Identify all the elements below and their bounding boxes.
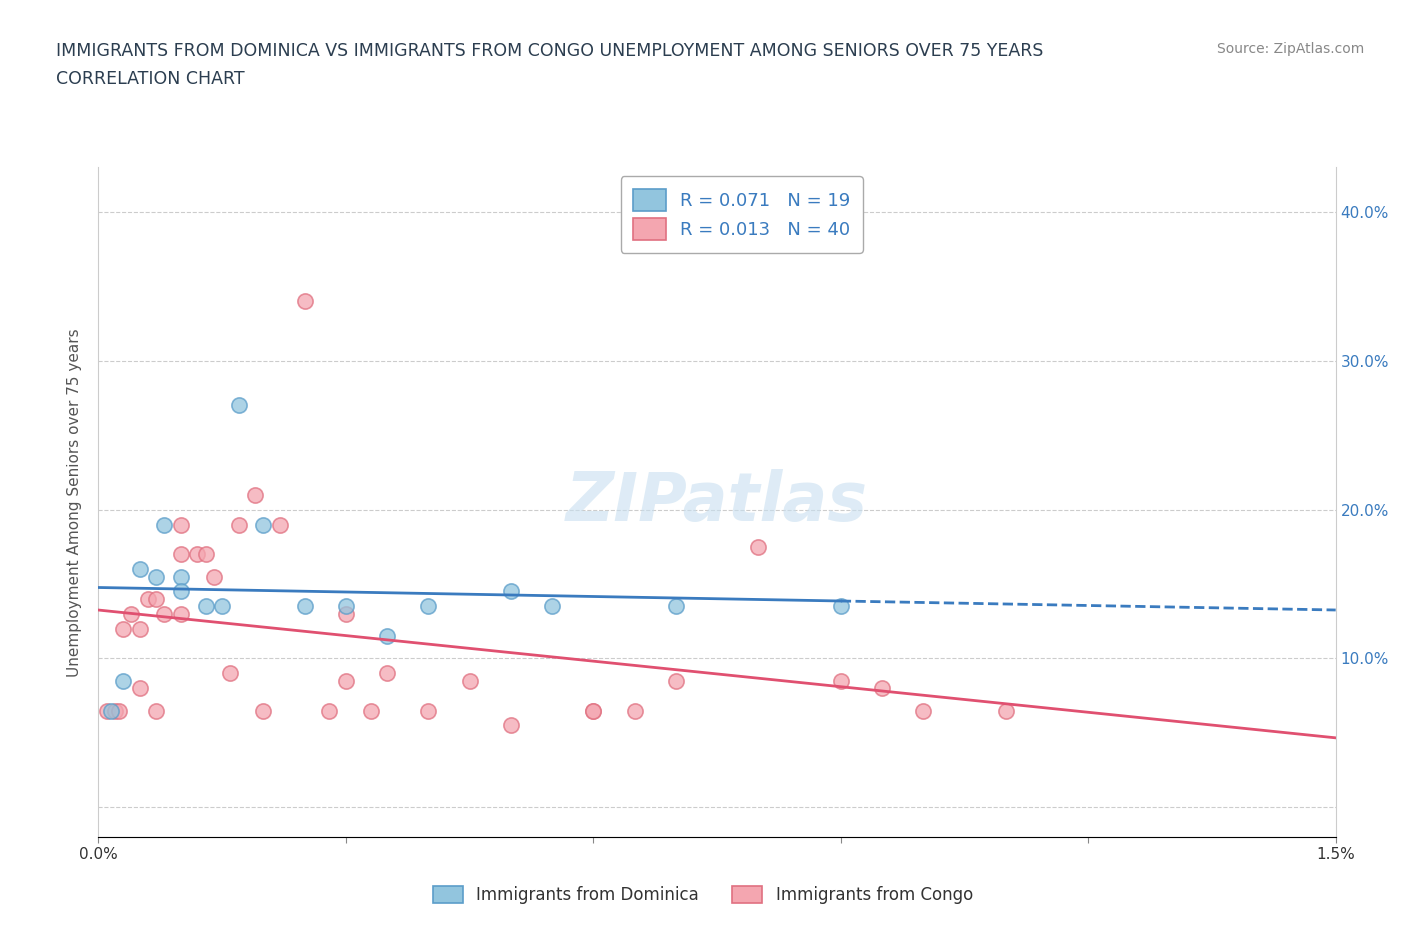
Point <box>211 599 233 614</box>
Text: ZIPatlas: ZIPatlas <box>567 470 868 535</box>
Legend: Immigrants from Dominica, Immigrants from Congo: Immigrants from Dominica, Immigrants fro… <box>425 878 981 912</box>
Point <box>153 517 176 532</box>
Point <box>170 569 193 584</box>
Point <box>335 606 357 621</box>
Point <box>747 539 769 554</box>
Point <box>582 703 605 718</box>
Point <box>170 517 193 532</box>
Point <box>194 599 217 614</box>
Point <box>194 547 217 562</box>
Point <box>294 294 316 309</box>
Point <box>375 629 398 644</box>
Point <box>112 621 135 636</box>
Point <box>145 591 167 606</box>
Point <box>335 599 357 614</box>
Point <box>665 599 688 614</box>
Point <box>170 606 193 621</box>
Point <box>170 547 193 562</box>
Point <box>360 703 382 718</box>
Point <box>912 703 935 718</box>
Point <box>458 673 481 688</box>
Y-axis label: Unemployment Among Seniors over 75 years: Unemployment Among Seniors over 75 years <box>67 328 83 676</box>
Point <box>665 673 688 688</box>
Point <box>294 599 316 614</box>
Point <box>418 599 440 614</box>
Point <box>145 569 167 584</box>
Point <box>541 599 564 614</box>
Point <box>994 703 1017 718</box>
Point <box>269 517 291 532</box>
Point <box>108 703 131 718</box>
Legend: R = 0.071   N = 19, R = 0.013   N = 40: R = 0.071 N = 19, R = 0.013 N = 40 <box>620 177 863 253</box>
Point <box>318 703 340 718</box>
Point <box>243 487 266 502</box>
Text: Source: ZipAtlas.com: Source: ZipAtlas.com <box>1216 42 1364 56</box>
Point <box>186 547 208 562</box>
Point <box>112 673 135 688</box>
Point <box>128 621 150 636</box>
Point <box>252 703 274 718</box>
Point <box>120 606 142 621</box>
Point <box>418 703 440 718</box>
Point <box>830 673 852 688</box>
Text: CORRELATION CHART: CORRELATION CHART <box>56 70 245 87</box>
Point <box>202 569 225 584</box>
Point <box>335 673 357 688</box>
Point <box>136 591 159 606</box>
Point <box>228 398 250 413</box>
Point <box>252 517 274 532</box>
Point <box>96 703 118 718</box>
Point <box>145 703 167 718</box>
Point <box>499 718 522 733</box>
Point <box>870 681 893 696</box>
Point <box>830 599 852 614</box>
Point <box>128 562 150 577</box>
Point <box>104 703 127 718</box>
Point <box>623 703 645 718</box>
Point <box>170 584 193 599</box>
Point <box>228 517 250 532</box>
Point <box>128 681 150 696</box>
Point <box>582 703 605 718</box>
Point <box>499 584 522 599</box>
Point <box>219 666 242 681</box>
Point <box>375 666 398 681</box>
Text: IMMIGRANTS FROM DOMINICA VS IMMIGRANTS FROM CONGO UNEMPLOYMENT AMONG SENIORS OVE: IMMIGRANTS FROM DOMINICA VS IMMIGRANTS F… <box>56 42 1043 60</box>
Point <box>100 703 122 718</box>
Point <box>153 606 176 621</box>
